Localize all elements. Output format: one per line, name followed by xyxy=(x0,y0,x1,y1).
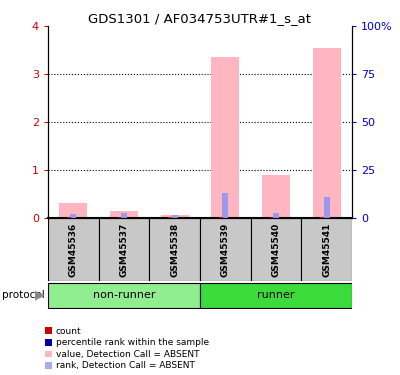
Title: GDS1301 / AF034753UTR#1_s_at: GDS1301 / AF034753UTR#1_s_at xyxy=(88,12,312,25)
Bar xyxy=(301,217,352,281)
Bar xyxy=(99,217,149,281)
Text: ▶: ▶ xyxy=(35,289,45,302)
Bar xyxy=(200,283,352,308)
Text: GSM45536: GSM45536 xyxy=(69,223,78,277)
Bar xyxy=(262,176,290,217)
Bar xyxy=(251,217,301,281)
Bar xyxy=(222,193,228,217)
Legend: count, percentile rank within the sample, value, Detection Call = ABSENT, rank, : count, percentile rank within the sample… xyxy=(44,327,209,370)
Bar xyxy=(121,213,127,217)
Text: GSM45539: GSM45539 xyxy=(221,223,230,277)
Text: protocol: protocol xyxy=(2,290,45,300)
Bar xyxy=(70,214,76,217)
Bar xyxy=(273,213,279,217)
Text: GSM45538: GSM45538 xyxy=(170,223,179,277)
Text: GSM45540: GSM45540 xyxy=(272,223,280,277)
Bar xyxy=(161,214,189,217)
Text: non-runner: non-runner xyxy=(93,290,155,300)
Bar xyxy=(48,217,99,281)
Bar xyxy=(59,203,87,217)
Bar xyxy=(200,217,251,281)
Text: runner: runner xyxy=(257,290,295,300)
Bar xyxy=(149,217,200,281)
Bar xyxy=(172,215,178,217)
Bar xyxy=(313,48,340,217)
Text: GSM45541: GSM45541 xyxy=(322,223,331,277)
Bar xyxy=(110,211,138,218)
Bar xyxy=(324,197,330,217)
Bar xyxy=(48,283,200,308)
Text: GSM45537: GSM45537 xyxy=(120,223,128,277)
Bar xyxy=(211,57,239,217)
